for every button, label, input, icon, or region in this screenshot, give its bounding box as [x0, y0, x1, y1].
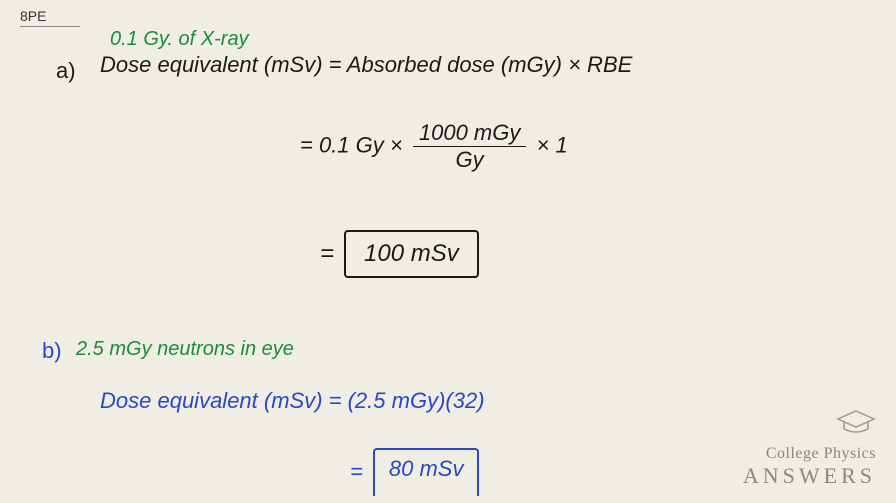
calc-suffix: × 1 [536, 132, 567, 157]
watermark-line1: College Physics [743, 445, 876, 463]
part-b-boxed-answer: 80 mSv [373, 448, 480, 496]
calc-prefix: = 0.1 Gy × [300, 132, 403, 157]
part-b-result: = 80 mSv [350, 448, 479, 496]
part-a-green-note: 0.1 Gy. of X-ray [110, 28, 249, 51]
part-a-label: a) [56, 58, 76, 84]
result-equals-b: = [350, 459, 363, 485]
part-b-green-note: 2.5 mGy neutrons in eye [76, 338, 294, 361]
part-a-result: = 100 mSv [320, 230, 479, 278]
watermark-line2: Answers [743, 463, 876, 489]
part-a-equation: Dose equivalent (mSv) = Absorbed dose (m… [100, 52, 632, 78]
result-equals: = [320, 240, 334, 268]
part-a-boxed-answer: 100 mSv [344, 230, 479, 278]
calc-fraction: 1000 mGy Gy [413, 120, 527, 173]
watermark: College Physics Answers [743, 409, 876, 489]
page-number: 8PE [20, 8, 80, 27]
part-b-label: b) [42, 338, 62, 364]
fraction-denominator: Gy [413, 147, 527, 173]
part-b-equation: Dose equivalent (mSv) = (2.5 mGy)(32) [100, 388, 485, 414]
graduation-cap-icon [743, 409, 876, 443]
part-a-calculation: = 0.1 Gy × 1000 mGy Gy × 1 [300, 120, 568, 173]
fraction-numerator: 1000 mGy [413, 120, 527, 147]
